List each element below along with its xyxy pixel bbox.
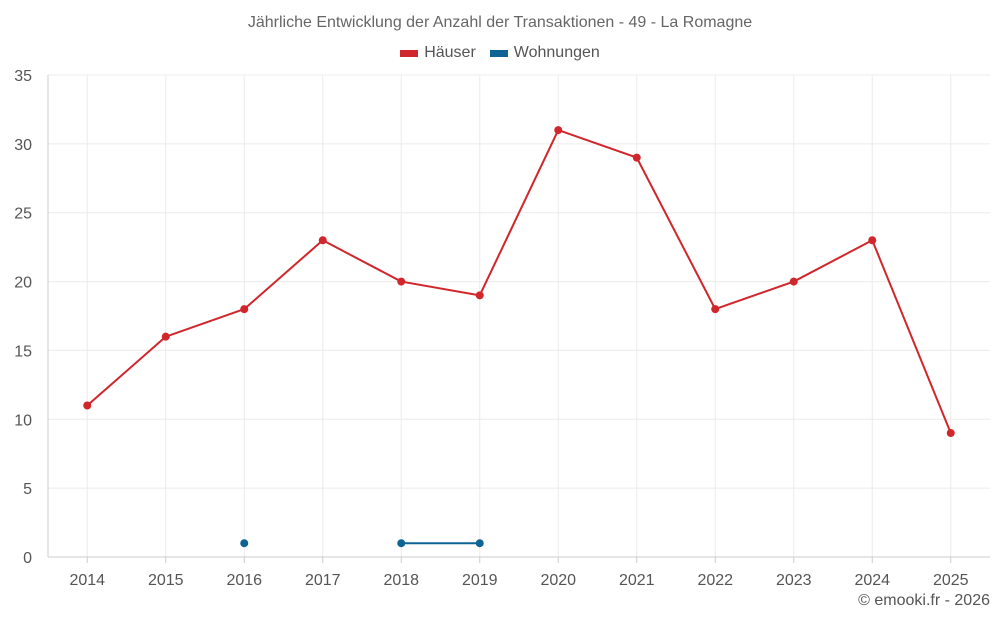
x-tick-label: 2019 — [462, 572, 498, 589]
data-point-haeuser — [318, 236, 327, 245]
x-tick-label: 2016 — [226, 572, 262, 589]
y-tick-label: 5 — [23, 481, 32, 498]
legend: Häuser Wohnungen — [0, 44, 1000, 62]
x-tick-label: 2017 — [305, 572, 341, 589]
data-point-haeuser — [397, 277, 406, 286]
legend-label-wohnungen: Wohnungen — [513, 44, 600, 61]
legend-label-haeuser: Häuser — [424, 44, 476, 61]
x-tick-label: 2021 — [619, 572, 655, 589]
data-point-haeuser — [554, 126, 563, 135]
legend-item-haeuser[interactable]: Häuser — [400, 44, 476, 62]
data-point-haeuser — [475, 291, 484, 300]
legend-swatch-haeuser — [400, 49, 419, 57]
data-point-haeuser — [632, 153, 641, 162]
data-point-wohnungen — [397, 539, 406, 548]
credit-text: © emooki.fr - 2026 — [858, 592, 990, 609]
x-tick-label: 2024 — [854, 572, 890, 589]
series-line-haeuser — [86, 129, 952, 434]
y-tick-label: 25 — [14, 206, 32, 223]
legend-item-wohnungen[interactable]: Wohnungen — [489, 44, 600, 62]
x-tick-label: 2025 — [933, 572, 969, 589]
x-tick-label: 2023 — [776, 572, 812, 589]
data-point-haeuser — [83, 401, 92, 410]
x-tick-label: 2018 — [383, 572, 419, 589]
data-point-haeuser — [240, 305, 249, 314]
y-tick-label: 35 — [14, 68, 32, 85]
y-tick-label: 10 — [14, 412, 32, 429]
data-point-haeuser — [161, 332, 170, 341]
x-tick-label: 2022 — [697, 572, 733, 589]
data-point-haeuser — [711, 305, 720, 314]
x-tick-label: 2015 — [148, 572, 184, 589]
data-point-haeuser — [789, 277, 798, 286]
data-point-wohnungen — [240, 539, 249, 548]
x-tick-label: 2020 — [540, 572, 576, 589]
y-tick-label: 20 — [14, 275, 32, 292]
chart-title: Jährliche Entwicklung der Anzahl der Tra… — [247, 14, 753, 31]
data-point-wohnungen — [475, 539, 484, 548]
legend-swatch-wohnungen — [489, 49, 508, 57]
y-tick-label: 15 — [14, 343, 32, 360]
y-tick-label: 30 — [14, 137, 32, 154]
y-tick-label: 0 — [23, 550, 32, 567]
data-point-haeuser — [946, 429, 955, 438]
data-point-haeuser — [868, 236, 877, 245]
x-tick-label: 2014 — [69, 572, 105, 589]
